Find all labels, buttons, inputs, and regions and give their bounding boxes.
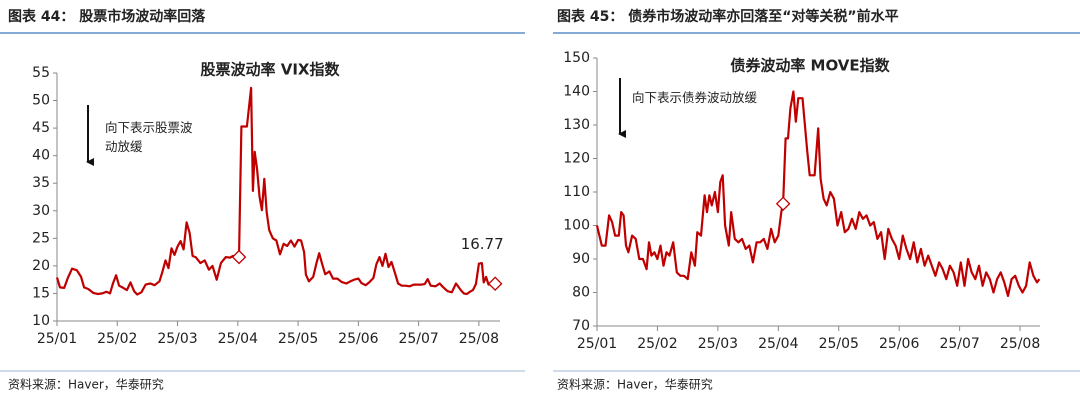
x-tick-label: 25/03: [157, 331, 197, 347]
y-tick-label: 30: [32, 203, 50, 219]
x-tick-label: 25/04: [218, 331, 258, 347]
annotation: 向下表示债券波动放缓: [632, 90, 758, 105]
x-tick-label: 25/06: [338, 331, 378, 347]
chart-subtitle: 债券波动率 MOVE指数: [730, 57, 890, 75]
y-tick-label: 15: [32, 285, 50, 301]
annotation: 向下表示股票波动放缓: [105, 120, 193, 154]
x-tick-label: 25/05: [819, 336, 859, 352]
x-tick-label: 25/07: [939, 336, 979, 352]
y-tick-label: 140: [563, 84, 590, 100]
line-series: [595, 90, 1041, 297]
y-tick-label: 110: [563, 184, 590, 200]
chart-subtitle: 股票波动率 VIX指数: [201, 61, 341, 79]
y-tick-label: 150: [563, 50, 590, 66]
highlight-marker: [231, 249, 247, 265]
header-title: 图表 45： 债券市场波动率亦回落至“对等关税”前水平: [557, 8, 899, 25]
source: 资料来源：Haver，华泰研究: [557, 377, 713, 392]
x-tick-label: 25/08: [1000, 336, 1040, 352]
x-tick-label: 25/02: [637, 336, 677, 352]
y-tick-label: 70: [572, 318, 590, 334]
x-tick-label: 25/05: [278, 331, 318, 347]
y-tick-label: 40: [32, 148, 50, 164]
x-tick-label: 25/04: [758, 336, 798, 352]
highlight-marker: [487, 276, 503, 291]
highlight-marker: [775, 196, 791, 212]
y-tick-label: 130: [563, 117, 590, 133]
y-tick-label: 80: [572, 285, 590, 301]
value-label: 16.77: [461, 235, 504, 253]
y-tick-label: 25: [32, 230, 50, 246]
x-tick-label: 25/08: [459, 331, 499, 347]
y-tick-label: 120: [563, 151, 590, 167]
x-tick-label: 25/07: [398, 331, 438, 347]
y-tick-label: 55: [32, 65, 50, 81]
y-tick-label: 100: [563, 218, 590, 234]
x-tick-label: 25/01: [37, 331, 77, 347]
x-tick-label: 25/02: [97, 331, 137, 347]
x-tick-label: 25/03: [698, 336, 738, 352]
header-title: 图表 44： 股票市场波动率回落: [8, 8, 206, 25]
y-tick-label: 90: [572, 251, 590, 267]
y-tick-label: 10: [32, 313, 50, 329]
line-series: [55, 86, 496, 296]
y-tick-label: 45: [32, 120, 50, 136]
x-tick-label: 25/06: [879, 336, 919, 352]
x-tick-label: 25/01: [577, 336, 617, 352]
source: 资料来源：Haver，华泰研究: [8, 377, 164, 392]
y-tick-label: 20: [32, 258, 50, 274]
y-tick-label: 50: [32, 93, 50, 109]
y-tick-label: 35: [32, 175, 50, 191]
